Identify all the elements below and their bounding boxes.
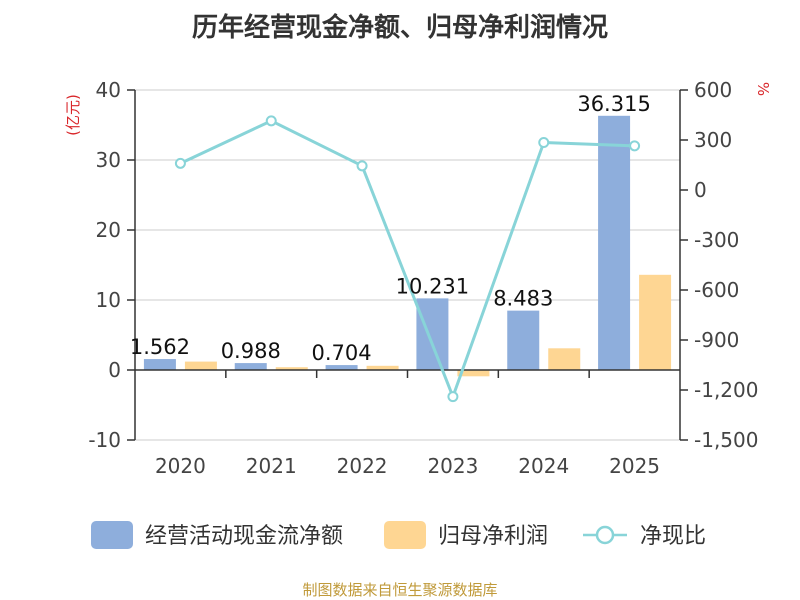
legend-swatch-operating-cash-flow [91,521,133,549]
bar-value-label: 36.315 [577,92,650,116]
right-axis-tick-label: -1,500 [694,428,758,452]
bar-net-profit [184,361,217,370]
legend-item-operating-cash-flow[interactable]: 经营活动现金流净额 [91,521,343,549]
x-axis-tick-label: 2020 [155,454,206,478]
x-axis-tick-label: 2024 [518,454,569,478]
bar-value-label: 0.704 [312,341,372,365]
bar-net-profit [639,274,672,370]
bar-value-label: 8.483 [493,287,553,311]
legend-label-net-profit: 归母净利润 [438,524,548,549]
bar-operating-cash-flow [234,363,267,370]
legend-item-ratio[interactable]: 净现比 [583,524,706,549]
ratio-point [356,160,368,172]
axes: -10 0 10 20 30 40 -1,500 -1,200 -900 -600 -300 0 300… [88,78,758,478]
right-axis-tick-label: -600 [694,278,739,302]
ratio-point [174,157,186,169]
legend-swatch-net-profit [384,521,426,549]
right-axis-tick-label: 600 [694,78,732,102]
right-axis-unit: % [754,82,772,96]
data-source-note: 制图数据来自恒生聚源数据库 [302,581,497,599]
left-axis-tick-label: 30 [96,148,121,172]
legend: 经营活动现金流净额 归母净利润 净现比 [91,521,706,549]
left-axis-unit: (亿元) [64,94,82,136]
right-axis-tick-label: -900 [694,328,739,352]
x-axis-tick-label: 2025 [609,454,660,478]
legend-swatch-ratio-marker [595,525,615,545]
bar-net-profit [457,370,490,377]
bar-operating-cash-flow [416,298,449,370]
ratio-point [265,115,277,127]
legend-label-ratio: 净现比 [640,524,706,549]
ratio-line-series [174,115,641,403]
bar-operating-cash-flow [143,359,176,370]
left-axis-tick-label: 40 [96,78,121,102]
left-axis-tick-label: 20 [96,218,121,242]
bars [143,115,672,377]
legend-label-operating-cash-flow: 经营活动现金流净额 [145,524,343,549]
x-axis-tick-label: 2021 [246,454,297,478]
right-axis-tick-label: -300 [694,228,739,252]
ratio-point [447,391,459,403]
data-labels: 1.562 0.988 0.704 10.231 8.483 36.315 [130,92,651,365]
bar-operating-cash-flow [507,310,540,370]
bar-value-label: 1.562 [130,335,190,359]
right-axis-tick-label: 0 [694,178,707,202]
ratio-point [629,140,641,152]
bar-operating-cash-flow [598,115,631,370]
left-axis-tick-label: 10 [96,288,121,312]
bar-value-label: 10.231 [396,274,469,298]
bar-net-profit [366,365,399,370]
ratio-point [538,137,550,148]
legend-item-net-profit[interactable]: 归母净利润 [384,521,548,549]
right-axis-tick-label: -1,200 [694,378,758,402]
grid-lines [135,89,680,441]
bar-net-profit [548,348,581,370]
bar-operating-cash-flow [325,365,358,370]
ratio-line [179,119,635,399]
bar-value-label: 0.988 [221,339,281,363]
chart-title: 历年经营现金净额、归母净利润情况 [192,12,608,43]
right-axis-tick-label: 300 [694,128,732,152]
left-axis-tick-label: -10 [88,428,121,452]
left-axis-tick-label: 0 [108,358,121,382]
bar-net-profit [275,367,308,370]
x-axis-tick-label: 2023 [427,454,478,478]
x-axis-tick-label: 2022 [337,454,388,478]
